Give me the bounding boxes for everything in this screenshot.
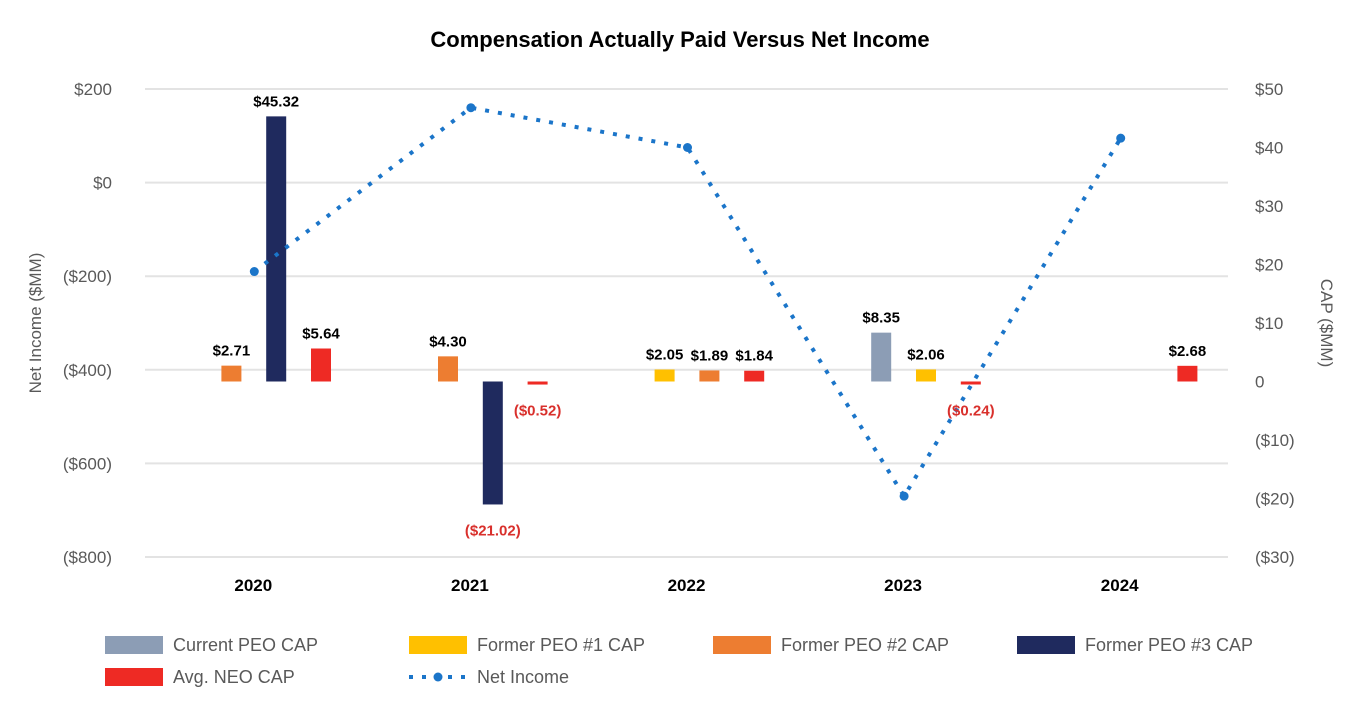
left-tick-label: $200	[74, 80, 112, 99]
gridlines	[145, 88, 1228, 558]
category-label-2023: 2023	[884, 576, 922, 595]
left-tick-label: ($600)	[63, 454, 112, 473]
net-income-point-2023	[899, 491, 909, 501]
data-label-current-peo-cap-2023: $8.35	[862, 310, 900, 327]
category-label-2022: 2022	[668, 576, 706, 595]
bar-former-peo-2-cap-2022	[699, 370, 720, 382]
left-tick-label: ($400)	[63, 361, 112, 380]
data-label-former-peo-1-cap-2023: $2.06	[907, 346, 945, 363]
left-tick-label: $0	[93, 174, 112, 193]
left-tick-label: ($800)	[63, 548, 112, 567]
net-income-point-2022	[683, 143, 692, 152]
net-income-point-2020	[249, 267, 259, 277]
bar-avg-neo-cap-2024	[1177, 365, 1198, 382]
data-label-former-peo-2-cap-2022: $1.89	[691, 347, 729, 364]
legend-swatch-current-peo-cap	[105, 636, 163, 654]
bar-former-peo-2-cap-2020	[221, 365, 242, 382]
bar-former-peo-1-cap-2023	[916, 369, 936, 382]
net-income-point-2024	[1116, 133, 1126, 143]
legend-label-net-income: Net Income	[477, 667, 569, 687]
bar-avg-neo-cap-2022	[744, 370, 765, 382]
right-axis-ticks: $50 $40 $30 $20 $10 0 ($10) ($20) ($30)	[1255, 80, 1295, 567]
bar-current-peo-cap-2023	[871, 332, 892, 382]
data-label-avg-neo-cap-2024: $2.68	[1169, 343, 1207, 360]
bar-former-peo-1-cap-2022	[654, 369, 675, 382]
data-label-avg-neo-cap-2022: $1.84	[735, 348, 773, 365]
right-tick-label: ($20)	[1255, 490, 1295, 509]
data-label-avg-neo-cap-2023: ($0.24)	[947, 403, 995, 420]
data-label-former-peo-2-cap-2020: $2.71	[213, 343, 251, 360]
left-tick-label: ($200)	[63, 267, 112, 286]
net-income-line-path	[253, 105, 1123, 500]
data-label-avg-neo-cap-2020: $5.64	[302, 326, 340, 343]
legend-label-former-peo-1-cap: Former PEO #1 CAP	[477, 635, 645, 655]
right-tick-label: $40	[1255, 139, 1283, 158]
legend-swatch-avg-neo-cap	[105, 668, 163, 686]
legend-label-former-peo-2-cap: Former PEO #2 CAP	[781, 635, 949, 655]
data-label-former-peo-3-cap-2020: $45.32	[253, 93, 299, 110]
right-tick-label: $20	[1255, 256, 1283, 275]
right-axis-label: CAP ($MM)	[1317, 279, 1336, 367]
left-axis-label: Net Income ($MM)	[26, 253, 45, 394]
bar-former-peo-3-cap-2020	[266, 116, 287, 382]
left-axis-ticks: $200 $0 ($200) ($400) ($600) ($800)	[63, 80, 112, 567]
bar-avg-neo-cap-2020	[311, 348, 331, 382]
right-tick-label: $30	[1255, 197, 1283, 216]
legend-swatch-former-peo-1-cap	[409, 636, 467, 654]
net-income-point-2021	[466, 103, 476, 113]
right-tick-label: $10	[1255, 314, 1283, 333]
bar-former-peo-2-cap-2021	[438, 356, 458, 382]
right-tick-label: $50	[1255, 80, 1283, 99]
data-labels: $2.71 $45.32 $5.64 $4.30 ($21.02) ($0.52) $2.0…	[213, 93, 1207, 539]
category-label-2020: 2020	[234, 576, 272, 595]
data-label-former-peo-2-cap-2021: $4.30	[429, 333, 467, 350]
data-label-former-peo-1-cap-2022: $2.05	[646, 347, 684, 364]
data-label-avg-neo-cap-2021: ($0.52)	[514, 403, 562, 420]
legend-label-avg-neo-cap: Avg. NEO CAP	[173, 667, 295, 687]
category-labels: 2020 2021 2022 2023 2024	[234, 576, 1139, 595]
right-tick-label: ($30)	[1255, 548, 1295, 567]
bars	[221, 116, 1198, 505]
legend: Current PEO CAP Former PEO #1 CAP Former P…	[105, 635, 1253, 687]
legend-swatch-former-peo-3-cap	[1017, 636, 1075, 654]
legend-swatch-former-peo-2-cap	[713, 636, 771, 654]
bar-avg-neo-cap-2021	[527, 381, 548, 385]
right-tick-label: 0	[1255, 373, 1264, 392]
bar-avg-neo-cap-2023	[960, 381, 981, 385]
legend-label-former-peo-3-cap: Former PEO #3 CAP	[1085, 635, 1253, 655]
chart-title: Compensation Actually Paid Versus Net In…	[430, 27, 929, 52]
category-label-2024: 2024	[1101, 576, 1139, 595]
bar-former-peo-3-cap-2021	[482, 381, 503, 505]
legend-label-current-peo-cap: Current PEO CAP	[173, 635, 318, 655]
legend-marker-net-income	[433, 672, 443, 682]
net-income-line	[249, 103, 1126, 501]
data-label-former-peo-3-cap-2021: ($21.02)	[465, 522, 521, 539]
category-label-2021: 2021	[451, 576, 489, 595]
right-tick-label: ($10)	[1255, 431, 1295, 450]
